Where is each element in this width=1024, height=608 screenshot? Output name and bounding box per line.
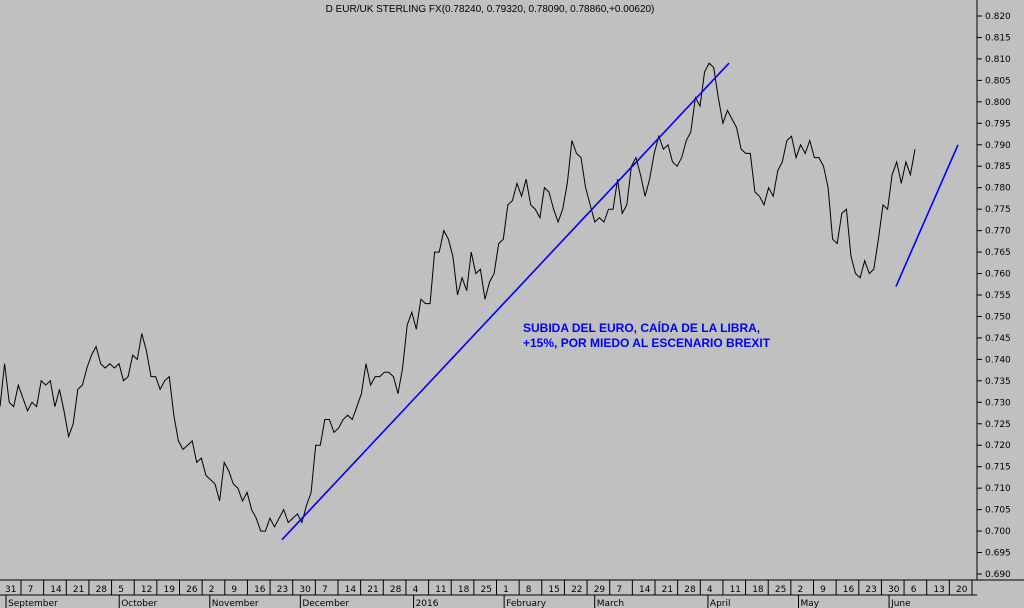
x-day-tick-label: 9 <box>231 585 237 595</box>
x-day-tick-label: 13 <box>933 585 944 595</box>
y-tick-label: 0.810 <box>985 55 1011 65</box>
plot-area <box>0 0 977 580</box>
x-day-tick-label: 4 <box>707 585 713 595</box>
y-tick-label: 0.775 <box>985 205 1011 215</box>
y-tick-label: 0.745 <box>985 334 1011 344</box>
x-day-tick-label: 8 <box>526 585 532 595</box>
x-day-tick-label: 14 <box>50 585 62 595</box>
y-tick-label: 0.695 <box>985 549 1011 559</box>
x-day-tick-label: 5 <box>118 585 124 595</box>
y-tick-label: 0.715 <box>985 463 1011 473</box>
y-tick-label: 0.815 <box>985 33 1011 43</box>
trendlines <box>281 62 959 541</box>
x-month-tick-label: April <box>710 599 731 608</box>
x-day-tick-label: 19 <box>164 585 176 595</box>
y-tick-label: 0.710 <box>985 484 1011 494</box>
y-tick-label: 0.735 <box>985 377 1011 387</box>
y-tick-label: 0.765 <box>985 248 1011 258</box>
x-day-tick-label: 7 <box>616 585 622 595</box>
x-day-tick-label: 11 <box>730 585 741 595</box>
x-day-tick-label: 2 <box>798 585 804 595</box>
x-month-tick-label: November <box>212 599 259 608</box>
x-day-tick-label: 21 <box>662 585 673 595</box>
trendline <box>895 144 959 287</box>
annotation-line-2: +15%, POR MIEDO AL ESCENARIO BREXIT <box>523 336 771 350</box>
x-day-tick-label: 28 <box>96 585 108 595</box>
y-tick-label: 0.700 <box>985 527 1011 537</box>
x-day-tick-label: 11 <box>435 585 446 595</box>
y-tick-label: 0.795 <box>985 119 1011 129</box>
x-day-tick-label: 21 <box>367 585 378 595</box>
y-tick-label: 0.690 <box>985 570 1011 580</box>
x-day-tick-label: 18 <box>752 585 764 595</box>
x-month-tick-label: May <box>801 599 820 608</box>
y-tick-label: 0.805 <box>985 76 1011 86</box>
x-day-tick-label: 30 <box>888 585 900 595</box>
x-day-tick-label: 21 <box>73 585 84 595</box>
x-month-tick-label: December <box>302 599 349 608</box>
chart-title: D EUR/UK STERLING FX(0.78240, 0.79320, 0… <box>326 4 655 15</box>
y-tick-label: 0.725 <box>985 420 1011 430</box>
annotation-line-1: SUBIDA DEL EURO, CAÍDA DE LA LIBRA, <box>523 320 760 335</box>
x-axis: 31 7 14 21 28 5 12 19 26 2 9 16 23 30 7 14 21 28 4 11 18 25 1 8… <box>5 580 973 608</box>
x-day-tick-label: 25 <box>775 585 786 595</box>
x-day-tick-label: 31 <box>5 585 16 595</box>
x-day-tick-label: 29 <box>594 585 606 595</box>
y-tick-label: 0.780 <box>985 184 1011 194</box>
x-day-tick-label: 4 <box>413 585 419 595</box>
x-month-tick-label: March <box>597 599 624 608</box>
x-month-tick-label: February <box>506 599 547 608</box>
x-day-tick-label: 6 <box>911 585 917 595</box>
y-tick-label: 0.740 <box>985 355 1011 365</box>
trendline <box>281 62 730 541</box>
x-day-tick-label: 14 <box>345 585 357 595</box>
y-tick-label: 0.790 <box>985 141 1011 151</box>
y-tick-label: 0.785 <box>985 162 1011 172</box>
x-day-tick-label: 14 <box>639 585 651 595</box>
x-day-tick-label: 25 <box>481 585 492 595</box>
x-day-tick-label: 7 <box>322 585 328 595</box>
x-month-tick-label: September <box>8 599 58 608</box>
x-day-tick-label: 9 <box>820 585 826 595</box>
price-series <box>0 62 916 532</box>
x-month-tick-label: June <box>890 599 911 608</box>
y-tick-label: 0.705 <box>985 506 1011 516</box>
y-tick-label: 0.720 <box>985 441 1011 451</box>
x-day-tick-label: 2 <box>209 585 215 595</box>
x-day-tick-label: 18 <box>458 585 470 595</box>
y-tick-label: 0.820 <box>985 12 1011 22</box>
x-day-tick-label: 28 <box>390 585 402 595</box>
x-day-tick-label: 16 <box>254 585 266 595</box>
series-line <box>0 62 916 532</box>
x-day-tick-label: 30 <box>299 585 311 595</box>
x-month-tick-label: 2016 <box>416 599 439 608</box>
y-tick-label: 0.755 <box>985 291 1011 301</box>
x-day-tick-label: 26 <box>186 585 198 595</box>
x-month-tick-label: October <box>121 599 157 608</box>
y-tick-label: 0.750 <box>985 312 1011 322</box>
y-tick-label: 0.770 <box>985 227 1011 237</box>
y-tick-label: 0.760 <box>985 270 1011 280</box>
x-day-tick-label: 7 <box>28 585 34 595</box>
x-day-tick-label: 23 <box>865 585 876 595</box>
x-day-tick-label: 20 <box>956 585 968 595</box>
x-day-tick-label: 22 <box>571 585 582 595</box>
x-day-tick-label: 16 <box>843 585 855 595</box>
x-day-tick-label: 12 <box>141 585 152 595</box>
x-day-tick-label: 15 <box>548 585 559 595</box>
y-axis: 0.820 0.815 0.810 0.805 0.800 0.795 0.790 0.785… <box>977 12 1011 580</box>
x-day-tick-label: 1 <box>503 585 509 595</box>
x-day-tick-label: 23 <box>277 585 288 595</box>
y-tick-label: 0.730 <box>985 398 1011 408</box>
x-day-tick-label: 28 <box>684 585 696 595</box>
y-tick-label: 0.800 <box>985 98 1011 108</box>
